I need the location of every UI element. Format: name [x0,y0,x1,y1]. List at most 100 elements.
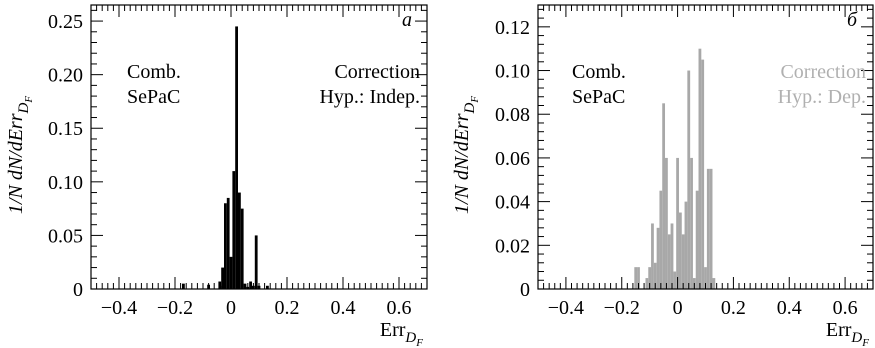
x-tick-label: 0.6 [387,297,412,319]
histogram-bar-7 [659,190,663,289]
y-tick-label: 0.05 [48,225,83,247]
x-axis-label-sub2: F [415,337,423,348]
histogram-bar-16 [254,235,258,289]
histogram-bar-16 [684,201,688,289]
plot-frame [537,4,874,290]
y-axis-ticks [538,8,873,290]
histogram-bar-8 [232,171,236,289]
y-axis-ticks [91,9,427,290]
annotation-right: Correction Hyp.: Dep. [778,61,866,108]
x-tick-label: −0.2 [157,297,193,319]
histogram-bar-23 [704,267,707,289]
histogram-bar-0 [182,283,185,289]
x-axis-label-main: Err [826,319,852,341]
histogram-bar-15 [681,234,685,289]
annotation-right: Correction Hyp.: Indep. [319,61,420,108]
annotation-left: Comb. SePaC [572,61,626,108]
histogram-bar-7 [229,256,233,289]
histogram-bar-14 [678,212,682,289]
x-axis-ticks [90,5,428,289]
y-axis-label-main: 1/N dN/dErr [5,113,27,214]
histogram-bar-13 [676,157,679,289]
y-axis-label-sub2: F [469,96,481,104]
y-tick-label: 0.10 [48,172,83,194]
y-axis-label-sub: D [462,103,478,115]
x-axis-label-main: Err [380,319,406,341]
x-tick-label: 0.6 [833,297,858,319]
histogram-bar-17 [687,70,691,289]
annotation-line: Hyp.: Indep. [319,86,420,108]
histogram-bar-20 [695,190,699,289]
histogram-panel-a: −0.4 −0.2 0 0.2 0.4 0.6 0 0.05 0.10 0.15 0.20 0.25 E… [5,4,428,348]
annotation-line: Comb. [572,61,626,83]
x-tick-label: 0 [673,297,683,319]
x-tick-label: 0.2 [721,297,746,319]
y-tick-label: 0 [73,279,83,301]
x-tick-label: −0.4 [548,297,584,319]
histogram-bar-3 [648,267,652,289]
histogram-bar-14 [249,281,252,289]
histogram-bar-6 [656,227,660,289]
panel-letter: а [402,9,412,31]
x-tick-label: −0.4 [101,297,137,319]
histogram-bar-6 [226,197,230,289]
x-axis-ticks [537,5,874,289]
y-tick-label: 0.10 [495,61,530,83]
histogram-bar-10 [238,192,241,289]
histogram-bar-18 [266,285,269,289]
x-axis-label-sub: D [404,330,416,346]
x-tick-label: −0.2 [604,297,640,319]
annotation-line: Comb. [127,61,181,83]
histogram-bar-9 [235,26,238,290]
y-tick-label: 0.15 [48,118,83,140]
x-tick-label: 0.4 [777,297,802,319]
panel-letter: б [847,9,858,31]
histogram-bar-22 [701,59,705,290]
y-axis-label-sub: D [16,103,32,115]
annotation-line: Correction [334,61,420,83]
x-tick-label: 0.2 [275,297,300,319]
histogram-panel-b: −0.4 −0.2 0 0.2 0.4 0.6 0 0.02 0.04 0.06 0.08 0.10 0… [451,4,874,348]
histogram-bar-18 [690,157,693,289]
y-tick-label: 0 [520,279,530,301]
histogram-bar-26 [712,278,716,289]
histogram-bar-12 [243,283,247,289]
histogram-bar-2 [645,278,649,289]
annotation-line: Hyp.: Dep. [778,86,866,108]
histogram-bars [182,26,269,290]
x-axis-label: ErrDF [380,319,423,348]
histogram-bar-11 [240,208,244,289]
x-axis-label: ErrDF [826,319,869,348]
y-axis-label: 1/N dN/dErrDF [451,96,481,214]
y-tick-label: 0.06 [495,148,530,170]
x-axis-label-sub: D [850,330,862,346]
histogram-bar-5 [653,262,657,289]
y-tick-label: 0.08 [495,104,530,126]
y-tick-label: 0.25 [48,11,83,33]
y-tick-label: 0.12 [495,17,530,39]
histogram-bar-12 [673,271,677,289]
histogram-bar-24 [706,168,710,289]
x-tick-label: 0 [226,297,236,319]
x-tick-label: 0.4 [331,297,356,319]
y-axis-label-main: 1/N dN/dErr [451,113,473,214]
histogram-bar-21 [698,48,702,289]
histogram-bar-11 [670,223,674,289]
histogram-bar-25 [709,168,713,289]
y-tick-label: 0.04 [495,192,530,214]
histogram-bar-5 [224,203,227,289]
annotation-line: SePaC [127,86,180,108]
histogram-bar-1 [637,267,640,289]
x-axis-label-sub2: F [861,337,869,348]
y-tick-label: 0.20 [48,65,83,87]
histogram-bar-9 [665,157,668,289]
histogram-bar-4 [221,267,224,289]
histogram-bar-10 [667,234,671,289]
annotation-left: Comb. SePaC [127,61,181,108]
histogram-bars [634,48,716,290]
y-axis-label: 1/N dN/dErrDF [5,96,35,214]
y-axis-label-sub2: F [23,96,35,104]
annotation-line: SePaC [572,86,625,108]
y-tick-label: 0.02 [495,235,530,257]
